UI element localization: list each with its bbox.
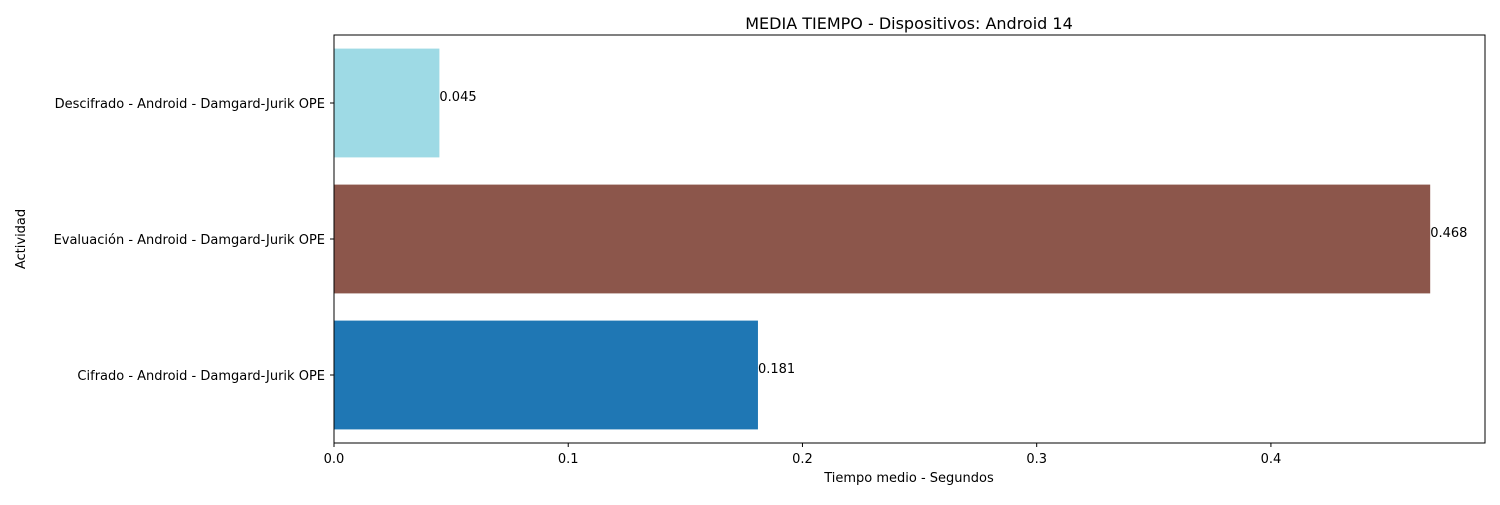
chart-title: MEDIA TIEMPO - Dispositivos: Android 14 [745, 14, 1073, 33]
bar [334, 184, 1431, 294]
y-tick-label: Cifrado - Android - Damgard-Jurik OPE [77, 369, 325, 384]
x-axis: 0.0 0.1 0.2 0.3 0.4 [324, 443, 1282, 467]
x-tick-label: 0.4 [1261, 452, 1282, 467]
data-label: 0.468 [1430, 226, 1467, 241]
data-label: 0.181 [758, 362, 795, 377]
x-tick-label: 0.2 [792, 452, 813, 467]
x-axis-title: Tiempo medio - Segundos [823, 471, 994, 486]
bar [334, 320, 758, 430]
x-tick-label: 0.3 [1026, 452, 1047, 467]
bars-layer [334, 48, 1431, 430]
data-label: 0.045 [439, 90, 476, 105]
data-labels: 0.045 0.468 0.181 [439, 90, 1467, 377]
y-tick-label: Evaluación - Android - Damgard-Jurik OPE [54, 233, 325, 248]
y-axis-title: Actividad [14, 209, 29, 269]
x-tick-label: 0.1 [558, 452, 579, 467]
x-tick-label: 0.0 [324, 452, 345, 467]
bar [334, 48, 440, 158]
y-tick-label: Descifrado - Android - Damgard-Jurik OPE [55, 97, 325, 112]
y-axis: Descifrado - Android - Damgard-Jurik OPE… [54, 97, 334, 384]
